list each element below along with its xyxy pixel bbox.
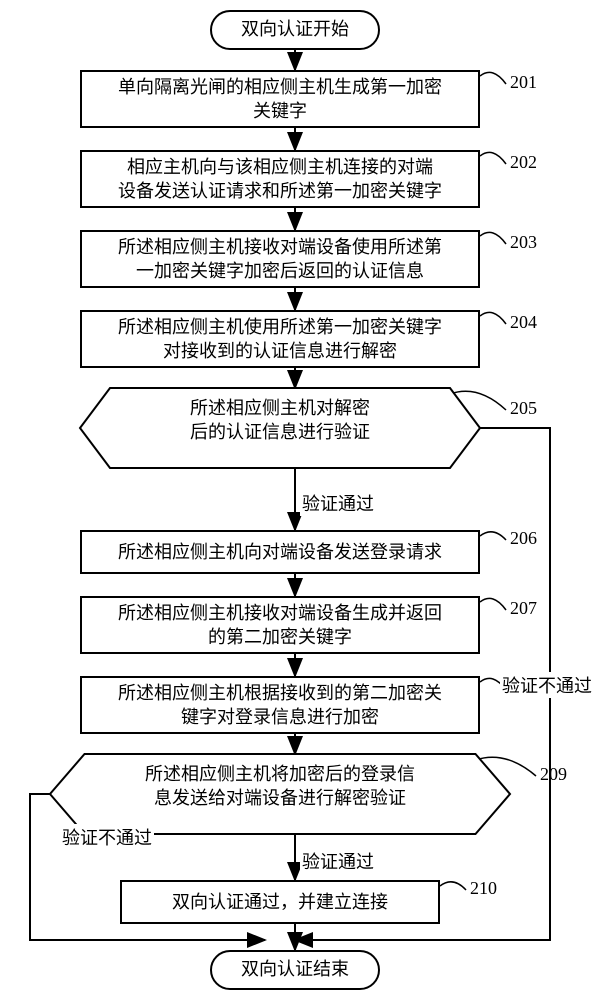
label-205-pass: 验证通过 xyxy=(300,490,376,516)
step-206: 所述相应侧主机向对端设备发送登录请求 xyxy=(80,530,480,574)
step-num-210: 210 xyxy=(470,878,497,899)
label-205-fail: 验证不通过 xyxy=(500,672,594,698)
terminator-start: 双向认证开始 xyxy=(210,10,380,50)
step-num-209: 209 xyxy=(540,764,567,785)
step-204-text: 所述相应侧主机使用所述第一加密关键字对接收到的认证信息进行解密 xyxy=(118,315,442,364)
step-210-text: 双向认证通过，并建立连接 xyxy=(172,890,388,914)
decision-205 xyxy=(80,388,480,468)
label-209-fail: 验证不通过 xyxy=(60,824,154,850)
step-206-text: 所述相应侧主机向对端设备发送登录请求 xyxy=(118,540,442,564)
step-207: 所述相应侧主机接收对端设备生成并返回的第二加密关键字 xyxy=(80,596,480,654)
step-num-204: 204 xyxy=(510,312,537,333)
step-202-text: 相应主机向与该相应侧主机连接的对端设备发送认证请求和所述第一加密关键字 xyxy=(118,155,442,204)
step-208: 所述相应侧主机根据接收到的第二加密关键字对登录信息进行加密 xyxy=(80,676,480,734)
step-num-206: 206 xyxy=(510,528,537,549)
flowchart-canvas: 双向认证开始 单向隔离光闸的相应侧主机生成第一加密关键字 相应主机向与该相应侧主… xyxy=(0,0,596,1000)
step-203-text: 所述相应侧主机接收对端设备使用所述第一加密关键字加密后返回的认证信息 xyxy=(118,235,442,284)
step-203: 所述相应侧主机接收对端设备使用所述第一加密关键字加密后返回的认证信息 xyxy=(80,230,480,288)
terminator-end: 双向认证结束 xyxy=(210,950,380,990)
step-num-203: 203 xyxy=(510,232,537,253)
decision-209 xyxy=(50,754,510,834)
step-num-205: 205 xyxy=(510,398,537,419)
terminator-end-text: 双向认证结束 xyxy=(241,959,349,981)
label-209-pass: 验证通过 xyxy=(300,848,376,874)
step-num-207: 207 xyxy=(510,598,537,619)
step-num-202: 202 xyxy=(510,152,537,173)
terminator-start-text: 双向认证开始 xyxy=(241,19,349,41)
step-210: 双向认证通过，并建立连接 xyxy=(120,880,440,924)
step-207-text: 所述相应侧主机接收对端设备生成并返回的第二加密关键字 xyxy=(118,601,442,650)
step-202: 相应主机向与该相应侧主机连接的对端设备发送认证请求和所述第一加密关键字 xyxy=(80,150,480,208)
step-204: 所述相应侧主机使用所述第一加密关键字对接收到的认证信息进行解密 xyxy=(80,310,480,368)
step-201: 单向隔离光闸的相应侧主机生成第一加密关键字 xyxy=(80,70,480,128)
step-num-201: 201 xyxy=(510,72,537,93)
step-208-text: 所述相应侧主机根据接收到的第二加密关键字对登录信息进行加密 xyxy=(118,681,442,730)
step-201-text: 单向隔离光闸的相应侧主机生成第一加密关键字 xyxy=(118,75,442,124)
